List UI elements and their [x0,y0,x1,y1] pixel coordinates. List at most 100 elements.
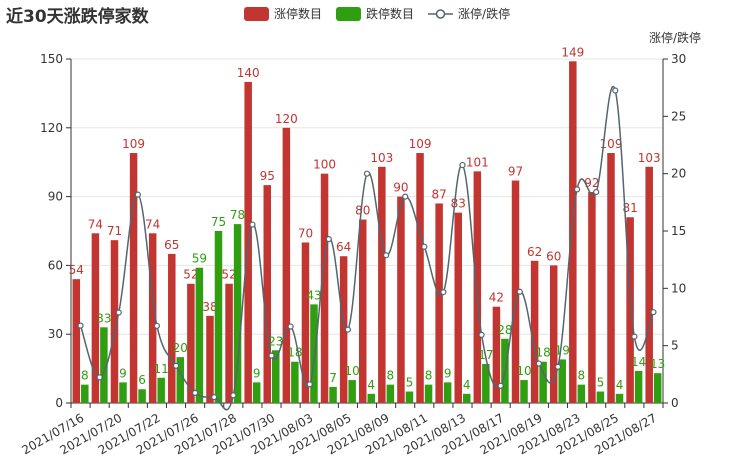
bar-label-limit-up: 74 [145,217,160,231]
bar-limit-up [72,279,81,403]
bar-limit-up [454,212,462,403]
ratio-point [497,382,504,389]
bar-label-limit-up: 52 [221,268,236,282]
bar-label-limit-down: 14 [631,355,646,369]
bar-label-limit-up: 103 [638,151,661,165]
bar-limit-down [272,350,280,403]
bar-label-limit-up: 109 [409,137,432,151]
bar-label-limit-up: 62 [527,245,542,259]
bar-label-limit-down: 4 [463,378,471,392]
y-left-tick-label: 150 [40,52,63,66]
bar-label-limit-down: 8 [387,369,395,383]
y-right-tick-label: 20 [671,167,686,181]
bar-label-limit-down: 20 [173,341,188,355]
y-left-tick-label: 60 [48,258,63,272]
ratio-point [287,323,294,330]
bar-label-limit-down: 7 [329,371,337,385]
bar-label-limit-up: 80 [355,204,370,218]
ratio-point [573,186,581,193]
bar-limit-up [301,242,310,403]
bar-limit-down [252,382,261,403]
bar-limit-up [110,240,119,403]
bar-limit-up [378,166,386,403]
bar-label-limit-down: 59 [192,252,207,266]
bar-limit-up [263,185,272,403]
bar-limit-down [329,386,337,403]
legend: 涨停数目 跌停数目 涨停/跌停 [244,5,510,22]
ratio-point [192,389,199,397]
bar-label-limit-down: 13 [650,357,665,371]
y-left-tick-label: 30 [48,327,63,341]
ratio-point [650,309,657,316]
bar-limit-down [310,304,318,403]
bar-label-limit-down: 8 [425,369,433,383]
bar-limit-up [435,203,443,403]
legend-item-limit-down[interactable]: 跌停数目 [336,5,414,22]
bar-label-limit-up: 81 [622,201,637,215]
bar-limit-down [176,357,185,403]
bar-limit-down [348,380,356,403]
ratio-point [402,193,409,200]
y-right-tick-label: 30 [671,52,686,66]
bar-label-limit-down: 78 [230,208,245,222]
legend-label-ratio: 涨停/跌停 [458,7,511,21]
bar-limit-up [320,173,329,403]
bar-label-limit-up: 54 [69,263,84,277]
bar-limit-down [138,389,146,403]
ratio-point [115,309,122,316]
bar-label-limit-down: 4 [616,378,624,392]
bar-limit-down [443,382,452,403]
bar-limit-up [607,153,615,403]
bar-label-limit-down: 11 [154,362,169,376]
ratio-point [631,333,638,340]
bar-limit-down [424,384,433,403]
ratio-point [516,288,523,295]
legend-item-ratio[interactable]: 涨停/跌停 [428,5,510,22]
ratio-point [172,362,180,369]
bar-label-limit-down: 18 [287,346,302,360]
legend-item-limit-up[interactable]: 涨停数目 [244,5,322,22]
ratio-point [77,322,84,329]
bar-label-limit-up: 109 [122,137,145,151]
bar-label-limit-up: 38 [202,300,217,314]
bar-limit-up [129,153,138,403]
bar-limit-down [462,393,471,403]
chart-title: 近30天涨跌停家数 [6,7,149,27]
bar-limit-up [492,306,501,403]
y-right-axis-label: 涨停/跌停 [649,30,701,45]
bar-limit-down [195,267,204,403]
y-right-tick-label: 10 [671,281,686,295]
bar-label-limit-up: 74 [88,217,103,231]
bar-limit-up [416,153,424,403]
bar-limit-down [119,382,127,403]
bar-limit-up [569,61,577,403]
bar-limit-up [148,233,157,403]
bar-limit-down [157,377,165,403]
bar-label-limit-down: 10 [345,364,360,378]
bar-label-limit-up: 140 [237,66,260,80]
ratio-line [79,86,655,411]
y-left-tick-label: 120 [40,121,63,135]
ratio-point [268,352,275,359]
bar-limit-down [520,380,528,403]
bar-limit-up [282,127,291,404]
bar-label-limit-down: 8 [81,369,89,383]
ratio-point [344,326,352,333]
y-right-tick-label: 15 [671,224,686,238]
ratio-point [153,322,161,329]
bar-limit-down [539,361,547,403]
bar-label-limit-down: 10 [516,364,531,378]
bar-limit-up [530,260,539,403]
bar-label-limit-down: 28 [497,323,512,337]
legend-swatch-limit-down [336,6,362,21]
legend-label-limit-up: 涨停数目 [274,7,323,21]
bar-limit-up [549,265,558,403]
bar-label-limit-up: 60 [546,249,561,263]
bar-limit-down [81,384,89,403]
bar-label-limit-down: 19 [555,343,570,357]
ratio-point [459,161,466,169]
bar-limit-up [91,233,100,403]
bar-limit-down [100,327,108,403]
bar-label-limit-up: 103 [370,151,393,165]
bar-limit-down [233,224,242,403]
